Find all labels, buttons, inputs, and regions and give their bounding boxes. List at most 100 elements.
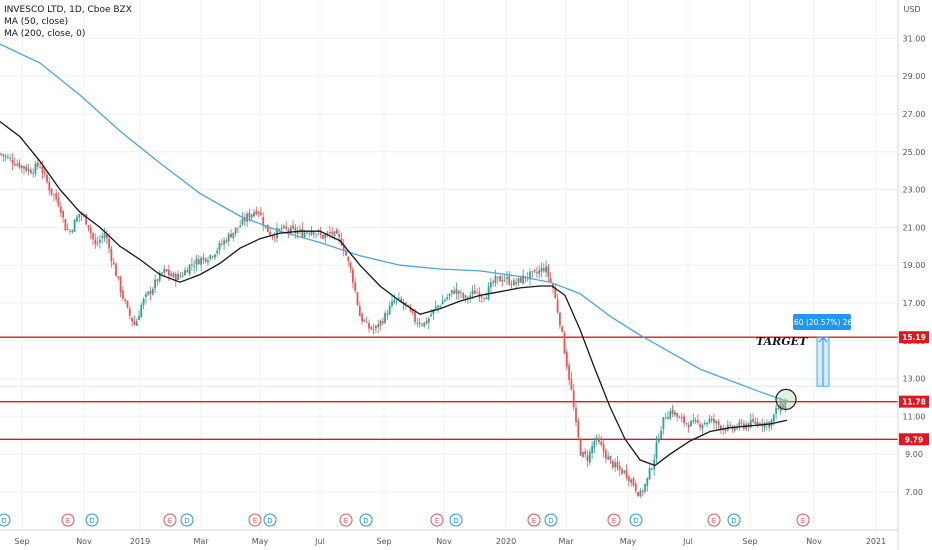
candle-body <box>708 419 711 423</box>
candle-body <box>347 256 350 261</box>
candle-body <box>444 300 446 302</box>
candle-body <box>112 262 115 265</box>
price-axis[interactable]: USD7.009.0011.0013.0015.0017.0019.0021.0… <box>897 0 932 550</box>
x-tick-label: Mar <box>558 537 574 546</box>
candle-body <box>195 258 198 265</box>
candle-body <box>292 225 294 229</box>
candle-body <box>110 249 113 262</box>
candle-body <box>483 297 485 299</box>
candle-body <box>632 478 635 486</box>
candle-body <box>579 438 582 456</box>
candle-body <box>255 210 258 215</box>
candle-body <box>342 244 345 252</box>
candle-body <box>41 166 44 173</box>
candle-body <box>561 326 564 332</box>
candle-body <box>287 229 290 232</box>
candle-body <box>432 309 435 315</box>
x-tick-label: May <box>252 537 269 546</box>
horizontal-levels[interactable] <box>0 336 898 440</box>
candle-body <box>234 227 237 234</box>
candle-body <box>736 427 738 429</box>
candle-body <box>637 491 639 497</box>
candle-body <box>34 163 37 174</box>
candle-body <box>724 429 727 431</box>
candle-body <box>404 302 407 305</box>
dividend-marker <box>180 513 194 527</box>
candle-body <box>469 295 472 298</box>
candle-body <box>276 228 278 239</box>
candle-body <box>646 477 649 486</box>
candle-body <box>246 213 248 222</box>
candle-body <box>464 295 467 298</box>
ma50-label[interactable]: MA (50, close) <box>4 17 69 27</box>
y-tick-label: 17.00 <box>903 299 926 308</box>
candle-body <box>460 292 462 294</box>
candle-body <box>618 465 621 470</box>
event-marker-label: E <box>712 517 716 525</box>
candle-body <box>69 230 71 232</box>
candle-body <box>370 326 373 330</box>
candle-body <box>214 254 216 258</box>
y-tick-label: 11.00 <box>903 412 926 421</box>
candle-body <box>630 479 633 483</box>
candle-body <box>115 264 117 277</box>
candle-body <box>706 422 708 425</box>
candle-body <box>545 266 547 273</box>
annotations[interactable]: 2.60 (20.57%) 260 TARGET <box>756 314 857 410</box>
candle-body <box>690 420 692 427</box>
candle-body <box>20 165 23 169</box>
candle-body <box>92 233 94 240</box>
candle-body <box>204 258 207 262</box>
candle-body <box>11 159 14 164</box>
candle-body <box>375 325 377 329</box>
candle-body <box>786 400 789 402</box>
candle-body <box>103 234 106 238</box>
candle-body <box>381 321 384 324</box>
symbol-title[interactable]: INVESCO LTD, 1D, Cboe BZX <box>4 5 132 15</box>
candle-body <box>89 228 92 233</box>
candle-body <box>676 412 679 417</box>
time-axis[interactable]: Sep Nov 2019 Mar May Jul Sep Nov 2020 Mar May Jul Se… <box>0 529 898 546</box>
candle-body <box>278 229 281 231</box>
candle-body <box>7 156 9 158</box>
candle-body <box>411 309 414 313</box>
candle-body <box>384 312 386 323</box>
candle-body <box>57 198 60 206</box>
candle-body <box>775 407 777 415</box>
candle-body <box>202 257 205 260</box>
candle-body <box>754 421 757 424</box>
candle-body <box>260 212 262 216</box>
candle-body <box>87 225 90 228</box>
candle-body <box>117 276 120 278</box>
y-tick-label: 31.00 <box>903 34 926 43</box>
y-tick-label: 29.00 <box>903 72 926 81</box>
candle-body <box>519 277 522 283</box>
candle-body <box>280 228 283 230</box>
candle-body <box>388 305 391 315</box>
candle-body <box>50 188 53 195</box>
candle-body <box>48 182 51 191</box>
candle-body <box>225 240 228 243</box>
candle-body <box>559 312 561 326</box>
candle-body <box>517 277 520 283</box>
candle-body <box>296 231 299 234</box>
candle-body <box>142 298 145 305</box>
y-tick-label: 27.00 <box>903 110 926 119</box>
y-tick-label: 19.00 <box>903 261 926 270</box>
candle-body <box>752 418 754 422</box>
candle-body <box>494 276 497 284</box>
candle-body <box>623 470 626 473</box>
candle-body <box>448 293 451 296</box>
candle-body <box>269 231 271 236</box>
ma200-label[interactable]: MA (200, close, 0) <box>4 29 86 39</box>
ma50-line <box>0 121 788 467</box>
candle-body <box>651 468 653 470</box>
earnings-marker <box>707 513 721 527</box>
candle-body <box>747 422 750 428</box>
candle-body <box>766 422 768 425</box>
highlight-circle <box>775 388 797 410</box>
candle-body <box>772 414 775 422</box>
y-tick-label: 23.00 <box>903 186 926 195</box>
